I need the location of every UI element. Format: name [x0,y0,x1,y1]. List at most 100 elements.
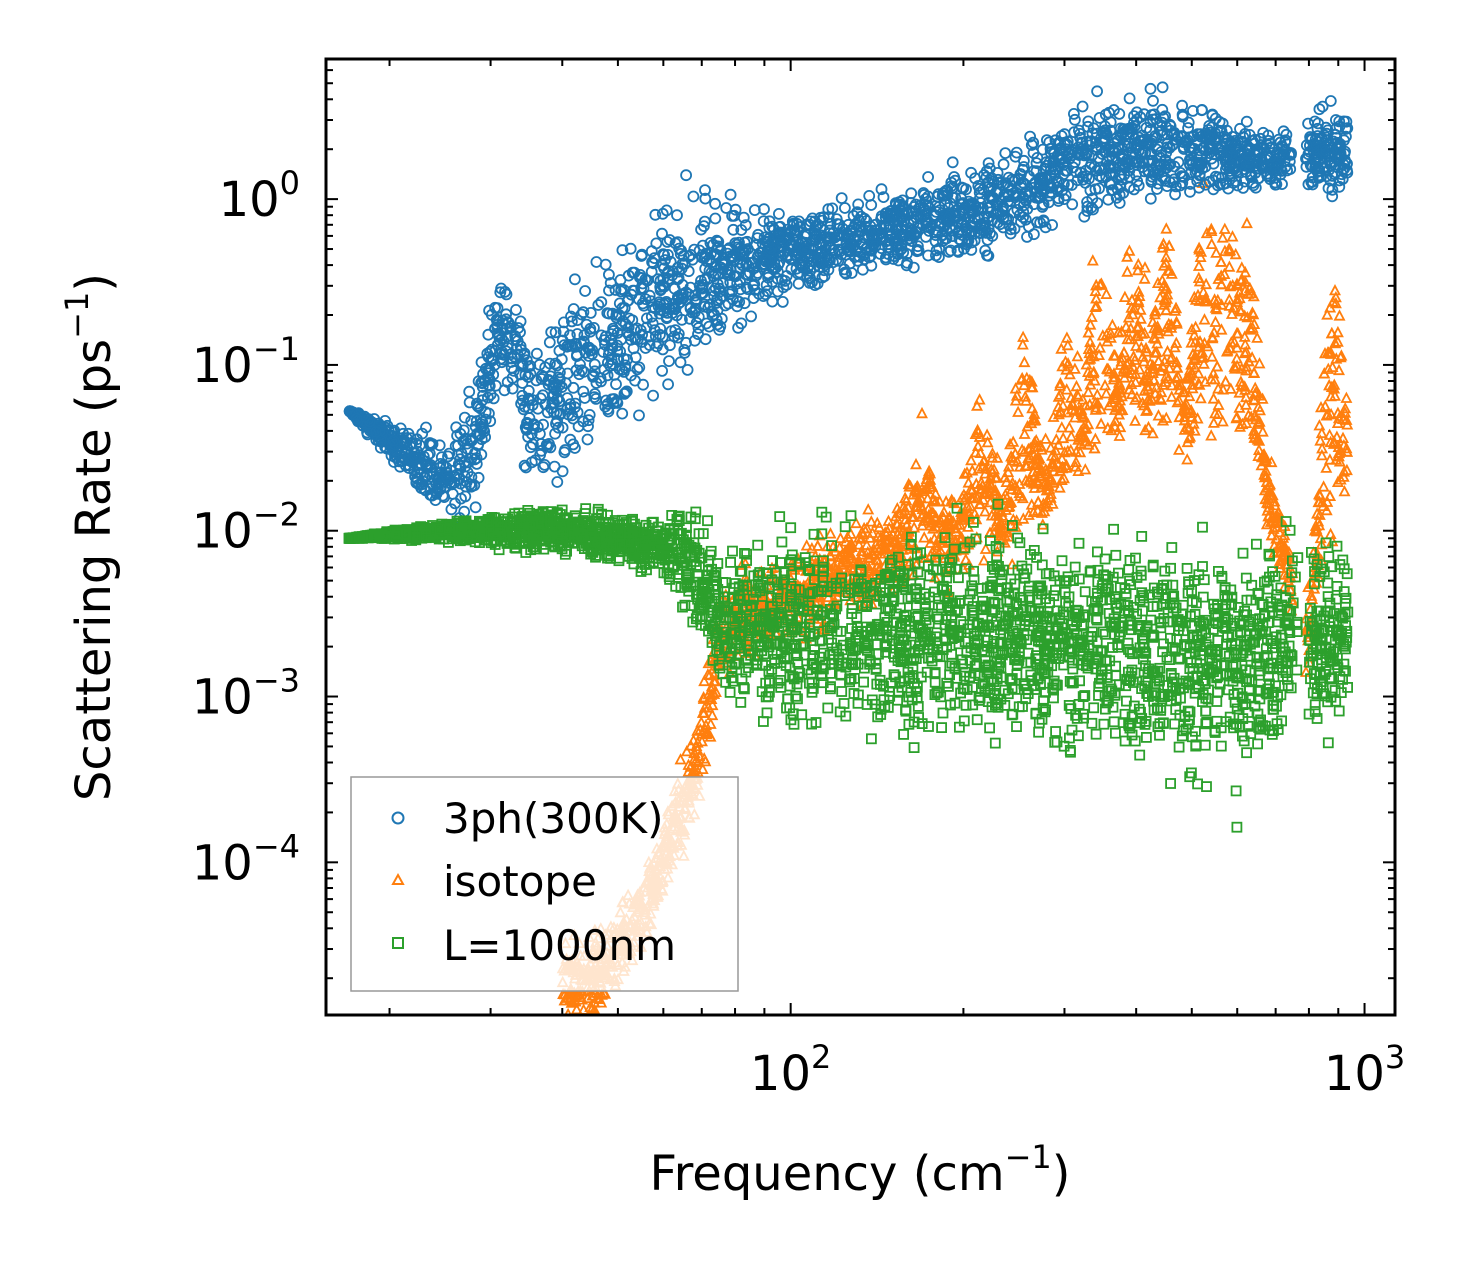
point-isotope [1240,216,1253,229]
point-isotope [688,746,701,758]
point-isotope [1215,323,1228,335]
point-isotope [1198,313,1211,325]
point-isotope [1333,455,1346,467]
point-3ph [1156,81,1169,94]
point-isotope [1006,557,1019,570]
point-isotope [1005,482,1018,495]
point-isotope [1139,423,1152,436]
point-isotope [1154,364,1167,376]
point-isotope [834,531,847,544]
point-isotope [1210,246,1223,258]
point-isotope [1205,237,1218,250]
point-isotope [979,462,992,474]
point-3ph [531,347,543,360]
point-3ph [663,355,675,368]
point-3ph [709,197,721,210]
point-3ph [699,333,712,346]
point-isotope [1194,250,1207,263]
point-isotope [1325,347,1337,359]
point-3ph [839,202,851,214]
point-isotope [1084,335,1097,348]
point-3ph [548,460,561,473]
point-isotope [1085,310,1098,322]
point-3ph [776,295,789,308]
point-isotope [1065,391,1077,403]
point-isotope [1005,450,1018,462]
point-isotope [1133,363,1146,375]
point-isotope [1238,346,1251,359]
point-isotope [1151,276,1164,289]
point-isotope [1248,317,1261,330]
point-isotope [1215,277,1228,290]
point-isotope [1231,293,1244,305]
point-isotope [1218,222,1231,234]
point-isotope [1223,299,1236,311]
point-isotope [1138,272,1151,284]
point-3ph [469,501,482,514]
point-3ph [633,409,645,422]
point-isotope [1197,357,1210,369]
point-isotope [1194,391,1207,404]
point-isotope [1027,505,1040,518]
point-3ph [920,230,932,243]
point-isotope [1116,351,1129,363]
point-isotope [1093,348,1105,361]
point-isotope [1154,391,1167,404]
point-isotope [1194,347,1207,359]
point-isotope [696,762,709,774]
point-isotope [1207,416,1220,428]
point-isotope [1324,527,1337,539]
point-isotope [1216,415,1229,427]
point-isotope [1230,326,1243,339]
point-isotope [1331,335,1344,347]
point-isotope [1160,222,1173,234]
point-isotope [1320,503,1333,516]
point-isotope [1046,497,1059,509]
point-isotope [1185,322,1198,335]
point-isotope [1004,437,1017,450]
point-isotope [577,1003,590,1015]
point-isotope [699,754,712,767]
point-isotope [1206,350,1219,362]
point-isotope [1219,375,1232,387]
point-isotope [1134,312,1147,324]
point-isotope [1062,357,1075,369]
point-isotope [1091,388,1104,400]
point-isotope [1065,429,1078,442]
point-isotope [1050,433,1063,445]
point-isotope [1094,341,1106,353]
point-3ph [681,363,694,376]
point-3ph [584,306,597,319]
point-isotope [698,674,711,687]
point-isotope [1200,277,1213,290]
point-isotope [1242,287,1255,299]
point-3ph [922,171,934,183]
point-3ph [863,189,876,202]
point-isotope [1058,471,1070,484]
point-isotope [1181,453,1194,465]
point-isotope [924,536,937,548]
point-3ph [1069,113,1081,126]
point-isotope [1120,320,1133,332]
point-isotope [1234,375,1247,387]
point-isotope [1100,387,1113,399]
point-3ph [1144,82,1157,95]
point-isotope [1209,315,1222,327]
point-3ph [590,256,603,268]
point-isotope [680,744,693,757]
point-isotope [824,527,837,539]
point-isotope [1322,362,1335,374]
point-isotope [1118,290,1131,303]
point-isotope [966,464,979,476]
point-isotope [1084,318,1097,330]
point-3ph [577,385,590,398]
point-isotope [1325,407,1338,420]
point-3ph [1091,85,1103,98]
point-isotope [938,505,950,517]
point-isotope [1325,326,1338,339]
point-isotope [1032,495,1045,507]
point-isotope [1315,400,1327,413]
point-isotope [1082,385,1095,398]
point-isotope [973,393,986,405]
